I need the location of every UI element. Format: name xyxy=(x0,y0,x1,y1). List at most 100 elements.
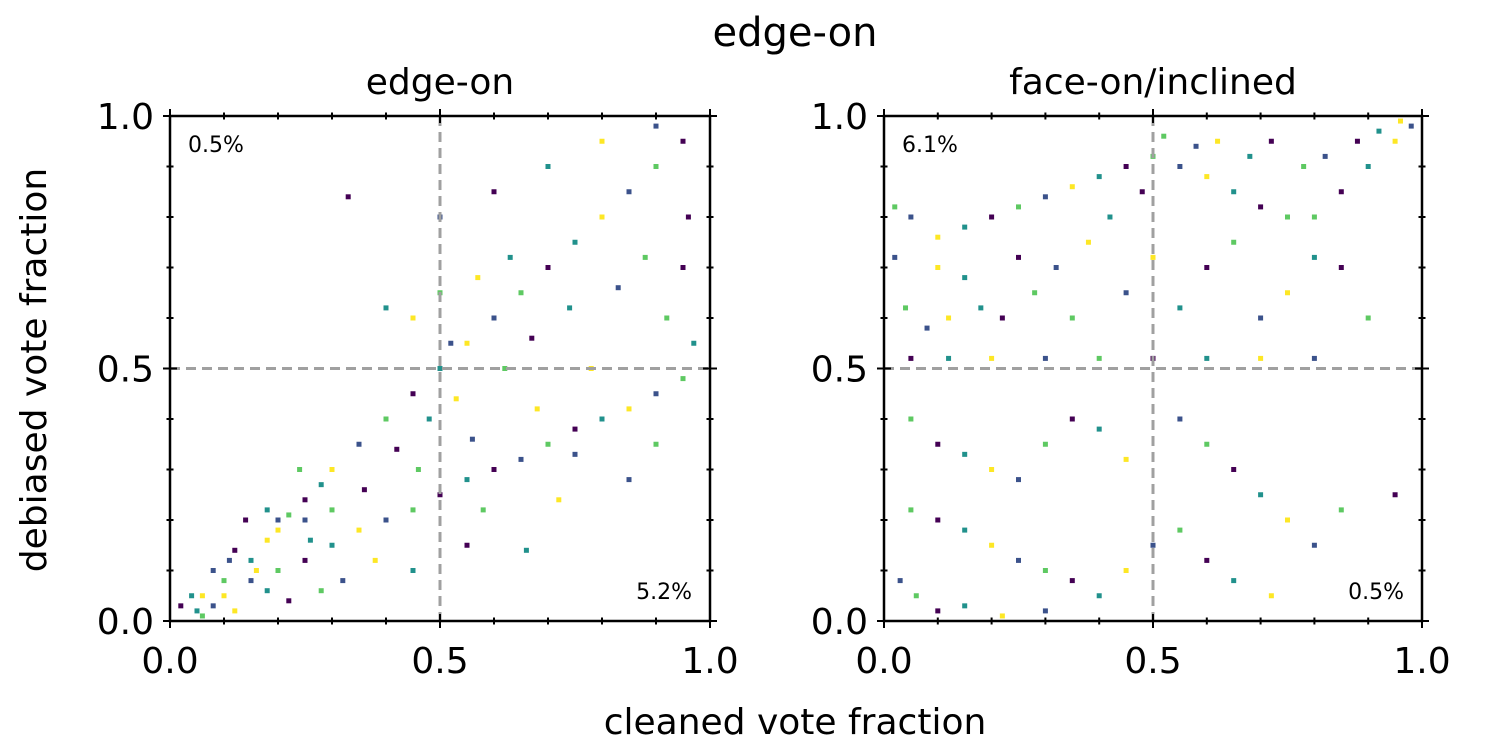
data-point xyxy=(329,507,335,513)
data-point xyxy=(1365,164,1371,169)
data-point xyxy=(572,451,578,457)
data-point xyxy=(1258,492,1264,498)
data-point xyxy=(491,189,497,195)
data-point xyxy=(1042,194,1048,200)
data-point xyxy=(680,138,686,144)
x-tick-label: 0.5 xyxy=(411,641,468,682)
data-point xyxy=(962,527,968,533)
x-axis-label: cleaned vote fraction xyxy=(604,702,987,743)
data-point xyxy=(426,416,432,422)
data-point xyxy=(1069,315,1075,321)
data-point xyxy=(1085,239,1091,245)
data-point xyxy=(1311,542,1317,548)
data-point xyxy=(199,593,205,599)
subplot-title: edge-on xyxy=(366,62,515,103)
data-point xyxy=(1016,204,1021,210)
subplot-title: face-on/inclined xyxy=(1009,62,1297,103)
data-point xyxy=(1161,133,1167,139)
data-point xyxy=(1285,290,1290,296)
data-point xyxy=(908,214,914,220)
x-tick-label: 1.0 xyxy=(1393,641,1450,682)
data-point xyxy=(523,547,529,553)
data-point xyxy=(410,315,416,321)
data-point xyxy=(1204,355,1210,361)
data-point xyxy=(935,265,941,270)
data-point xyxy=(383,416,389,422)
data-point xyxy=(383,517,389,523)
data-point xyxy=(372,557,378,563)
data-point xyxy=(908,507,914,513)
data-point xyxy=(1268,593,1274,599)
data-point xyxy=(567,305,573,311)
data-point xyxy=(232,547,238,553)
data-point xyxy=(302,517,308,523)
data-point xyxy=(1123,164,1129,169)
data-point xyxy=(1042,441,1048,447)
data-point xyxy=(507,254,513,260)
data-point xyxy=(572,426,578,432)
data-point xyxy=(1258,204,1264,210)
data-point xyxy=(1123,568,1129,573)
data-point xyxy=(1177,416,1183,422)
data-point xyxy=(653,391,659,397)
data-point xyxy=(653,441,659,447)
data-point xyxy=(437,492,443,498)
data-point xyxy=(680,376,686,382)
data-point xyxy=(1376,128,1382,134)
data-point xyxy=(545,164,551,169)
data-point xyxy=(626,406,632,412)
data-point xyxy=(572,239,578,245)
data-point xyxy=(199,613,205,619)
data-point xyxy=(1258,315,1264,321)
y-axis-label: debiased vote fraction xyxy=(14,168,55,572)
data-point xyxy=(1338,265,1344,270)
data-point xyxy=(1042,608,1048,614)
data-point xyxy=(989,542,995,548)
data-point xyxy=(1053,265,1059,270)
data-point xyxy=(962,451,968,457)
data-point xyxy=(1231,239,1237,245)
y-tick-label: 0.5 xyxy=(97,350,154,391)
data-point xyxy=(248,557,254,563)
data-point xyxy=(1069,184,1075,190)
data-point xyxy=(545,441,551,447)
data-point xyxy=(685,214,691,220)
data-point xyxy=(210,603,216,609)
data-point xyxy=(1397,118,1403,124)
x-tick-label: 0.0 xyxy=(141,641,198,682)
data-point xyxy=(599,416,605,422)
data-point xyxy=(302,497,308,503)
data-point xyxy=(464,340,470,346)
data-point xyxy=(903,305,909,311)
data-point xyxy=(1069,416,1075,422)
y-tick-label: 0.0 xyxy=(97,602,154,643)
upper-left-annotation: 6.1% xyxy=(902,133,958,158)
data-point xyxy=(599,214,605,220)
data-point xyxy=(1042,568,1048,573)
data-point xyxy=(626,477,632,483)
x-tick-label: 0.5 xyxy=(1124,641,1181,682)
data-point xyxy=(1096,426,1102,432)
data-point xyxy=(1311,214,1317,220)
data-point xyxy=(491,315,497,321)
data-point xyxy=(329,467,335,472)
data-point xyxy=(318,482,324,488)
x-tick-label: 0.0 xyxy=(855,641,912,682)
data-point xyxy=(1123,290,1129,296)
data-point xyxy=(1365,315,1371,321)
y-tick-label: 1.0 xyxy=(97,97,154,138)
data-point xyxy=(464,477,470,483)
data-point xyxy=(1311,355,1317,361)
data-point xyxy=(361,487,367,493)
data-point xyxy=(989,467,995,472)
data-point xyxy=(653,164,659,169)
data-point xyxy=(383,305,389,311)
data-point xyxy=(453,396,459,402)
data-point xyxy=(264,588,270,594)
data-point xyxy=(1247,153,1253,159)
data-point xyxy=(286,512,292,518)
data-point xyxy=(1285,214,1290,220)
data-point xyxy=(978,305,984,311)
data-point xyxy=(415,467,421,472)
data-point xyxy=(999,613,1005,619)
